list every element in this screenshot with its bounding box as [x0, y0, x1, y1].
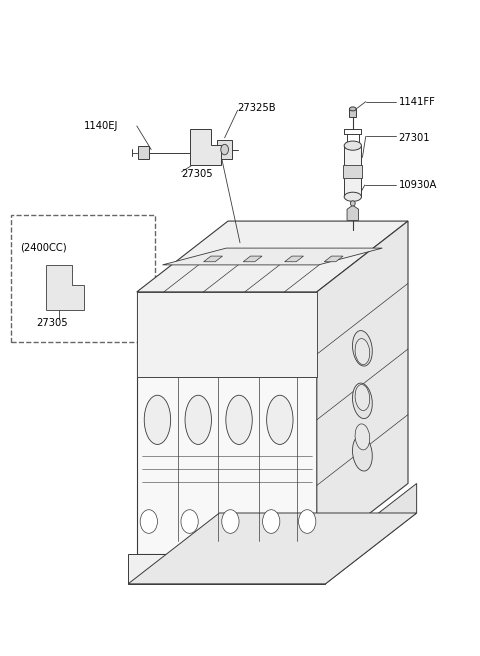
- Text: 1140EJ: 1140EJ: [84, 121, 119, 131]
- Ellipse shape: [355, 384, 370, 411]
- Circle shape: [140, 510, 157, 533]
- Ellipse shape: [355, 338, 370, 365]
- Ellipse shape: [350, 201, 355, 206]
- Ellipse shape: [185, 395, 211, 445]
- Polygon shape: [285, 256, 303, 262]
- Ellipse shape: [267, 395, 293, 445]
- Polygon shape: [190, 129, 221, 165]
- Polygon shape: [204, 256, 222, 262]
- Polygon shape: [128, 554, 325, 584]
- Polygon shape: [243, 256, 262, 262]
- Polygon shape: [217, 140, 232, 159]
- Polygon shape: [347, 205, 359, 220]
- Polygon shape: [128, 513, 417, 584]
- Polygon shape: [325, 483, 417, 584]
- Polygon shape: [349, 109, 356, 117]
- Polygon shape: [162, 248, 382, 265]
- Polygon shape: [137, 221, 408, 292]
- Ellipse shape: [344, 192, 361, 201]
- Polygon shape: [324, 256, 343, 262]
- Circle shape: [263, 510, 280, 533]
- Text: 27305: 27305: [36, 318, 68, 328]
- Ellipse shape: [226, 395, 252, 445]
- Polygon shape: [137, 292, 317, 554]
- Bar: [11, 215, 155, 342]
- Polygon shape: [46, 265, 84, 310]
- Ellipse shape: [355, 424, 370, 450]
- Text: 1141FF: 1141FF: [398, 96, 435, 107]
- Polygon shape: [138, 146, 149, 159]
- Ellipse shape: [344, 141, 361, 150]
- Circle shape: [222, 510, 239, 533]
- Ellipse shape: [144, 395, 171, 445]
- Text: 27305: 27305: [181, 169, 213, 179]
- Polygon shape: [343, 165, 362, 178]
- Text: 10930A: 10930A: [398, 180, 437, 190]
- Polygon shape: [344, 146, 361, 197]
- Ellipse shape: [352, 331, 372, 366]
- Polygon shape: [317, 221, 408, 554]
- Text: (2400CC): (2400CC): [20, 243, 67, 253]
- Circle shape: [221, 144, 228, 155]
- Polygon shape: [137, 292, 317, 377]
- Text: 27301: 27301: [398, 133, 430, 143]
- Ellipse shape: [352, 383, 372, 419]
- Circle shape: [299, 510, 316, 533]
- Text: 27325B: 27325B: [238, 103, 276, 113]
- Circle shape: [181, 510, 198, 533]
- Ellipse shape: [352, 436, 372, 471]
- Ellipse shape: [349, 107, 356, 111]
